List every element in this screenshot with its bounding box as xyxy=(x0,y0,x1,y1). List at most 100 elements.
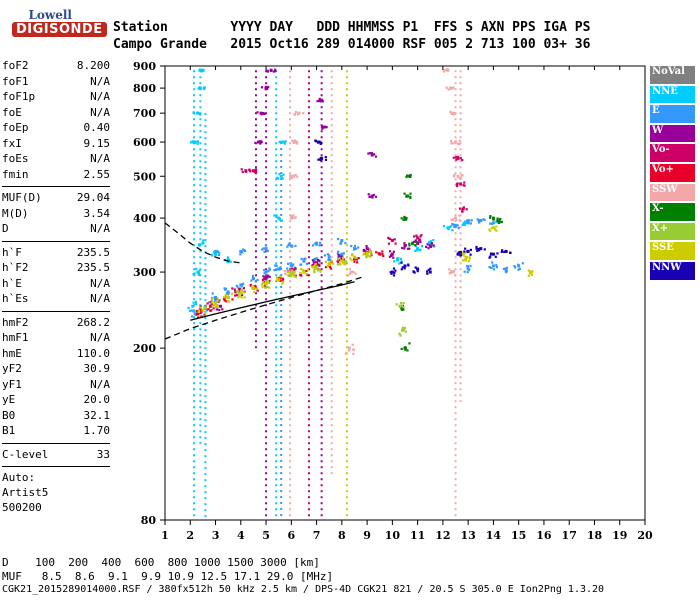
echo-point xyxy=(425,245,428,249)
echo-point xyxy=(518,267,521,271)
param-name: M(D) xyxy=(2,206,29,220)
echo-point xyxy=(414,244,417,247)
echo-point xyxy=(490,222,494,226)
x-tick-label: 15 xyxy=(511,529,526,542)
echo-point xyxy=(528,271,531,274)
echo-point xyxy=(354,247,358,250)
echo-point xyxy=(212,307,215,310)
echo-point xyxy=(365,256,368,259)
echo-point xyxy=(190,315,194,318)
param-name: hmE xyxy=(2,346,22,360)
echo-point xyxy=(390,272,393,275)
echo-point xyxy=(275,264,278,267)
echo-point xyxy=(234,290,238,294)
param-value: 20.0 xyxy=(83,393,111,406)
echo-point xyxy=(468,256,471,259)
echo-point xyxy=(318,158,321,161)
echo-point xyxy=(388,237,391,240)
echo-point xyxy=(281,278,284,281)
echo-point xyxy=(496,217,499,220)
echo-point xyxy=(222,297,226,301)
echo-point xyxy=(406,349,409,352)
param-name: C-level xyxy=(2,447,49,461)
param-row: D N/A xyxy=(2,221,110,237)
param-row: B0 32.1 xyxy=(2,408,110,424)
echo-point xyxy=(336,258,340,261)
echo-point xyxy=(343,263,347,266)
echo-point xyxy=(195,309,198,313)
echo-point xyxy=(348,272,352,275)
echo-point xyxy=(299,263,302,266)
echo-point xyxy=(211,292,214,295)
echo-point xyxy=(336,237,340,241)
echo-point xyxy=(456,155,460,158)
echo-point xyxy=(416,236,420,240)
echo-point xyxy=(289,216,293,220)
param-value: 268.2 xyxy=(76,315,110,329)
echo-point xyxy=(279,276,282,280)
echo-point xyxy=(458,139,461,142)
echo-point xyxy=(400,347,403,351)
echo-point xyxy=(452,156,455,159)
param-name: hmF1 xyxy=(2,331,29,344)
echo-point xyxy=(303,257,306,261)
echo-point xyxy=(274,68,277,71)
echo-point xyxy=(254,141,257,145)
echo-point xyxy=(353,244,357,248)
echo-point xyxy=(294,267,297,270)
polarization-legend: NoVal NNE E W Vo- Vo+ SSW X- X+ SSE NNW xyxy=(650,66,695,282)
echo-point xyxy=(491,226,495,230)
echo-point xyxy=(402,328,406,332)
x-tick-label: 20 xyxy=(637,529,653,542)
y-tick-label: 80 xyxy=(141,514,157,527)
param-row: hmE 110.0 xyxy=(2,346,110,362)
echo-point xyxy=(392,250,395,253)
echo-point xyxy=(296,175,299,178)
x-tick-label: 8 xyxy=(338,529,346,542)
echo-point xyxy=(489,216,492,219)
echo-point xyxy=(453,174,456,177)
echo-point xyxy=(456,156,460,160)
echo-point xyxy=(198,244,201,247)
echo-point xyxy=(273,269,276,272)
echo-point xyxy=(319,159,323,162)
echo-point xyxy=(264,244,267,247)
echo-point xyxy=(243,296,246,299)
echo-point xyxy=(264,286,267,289)
echo-point xyxy=(403,326,407,330)
echo-point xyxy=(226,300,230,303)
echo-point xyxy=(455,156,458,159)
echo-point xyxy=(317,263,321,267)
echo-point xyxy=(399,305,402,308)
echo-point xyxy=(263,272,266,275)
echo-point xyxy=(197,87,200,90)
echo-point xyxy=(504,270,508,274)
echo-point xyxy=(196,111,199,114)
echo-point xyxy=(375,251,378,254)
echo-point xyxy=(499,217,502,221)
echo-point xyxy=(205,308,209,311)
param-row: foF1 N/A xyxy=(2,74,110,90)
echo-point xyxy=(198,269,201,272)
echo-point xyxy=(362,253,365,256)
echo-point xyxy=(324,125,327,129)
echo-point xyxy=(467,219,471,222)
echo-point xyxy=(223,299,226,302)
echo-point xyxy=(197,273,200,276)
echo-point xyxy=(274,264,277,267)
echo-point xyxy=(318,259,321,262)
echo-point xyxy=(428,244,432,248)
echo-point xyxy=(407,263,410,266)
echo-point xyxy=(414,249,417,252)
echo-point xyxy=(352,352,355,356)
echo-point xyxy=(287,262,290,266)
echo-point xyxy=(493,228,497,231)
echo-point xyxy=(224,295,227,298)
echo-point xyxy=(294,140,298,144)
echo-point xyxy=(264,247,268,251)
echo-point xyxy=(196,142,199,145)
echo-point xyxy=(432,239,435,242)
echo-point xyxy=(392,256,395,259)
echo-point xyxy=(254,280,257,283)
echo-point xyxy=(282,173,285,176)
